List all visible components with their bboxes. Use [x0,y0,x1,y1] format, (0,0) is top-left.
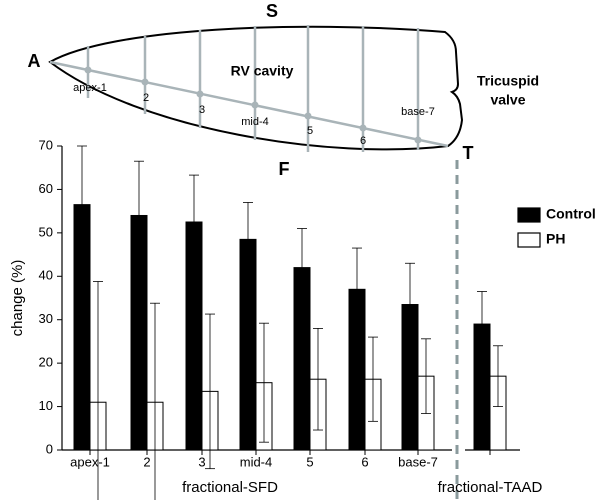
legend-label: Control [546,206,596,222]
segment-label: 2 [143,92,149,104]
cavity-outline [48,25,464,151]
y-tick-label: 60 [39,181,53,196]
y-tick-label: 70 [39,137,53,152]
segment-label: base-7 [401,106,435,118]
valve-label: valve [490,92,525,108]
y-tick-label: 20 [39,355,53,370]
segment-label: 6 [360,135,366,147]
x-tick-label: 2 [143,454,150,469]
label-t: T [463,143,474,163]
segment-label: apex-1 [73,82,107,94]
group-label: fractional-SFD [182,479,278,496]
label-s: S [266,1,278,21]
x-tick-label: fractional-TAAD [438,479,543,496]
y-tick-label: 40 [39,268,53,283]
segment-label: 5 [307,125,313,137]
y-tick-label: 10 [39,398,53,413]
y-tick-label: 30 [39,311,53,326]
y-tick-label: 50 [39,224,53,239]
x-tick-label: 5 [306,454,313,469]
valve-label: Tricuspid [477,73,539,89]
segment-label: mid-4 [241,116,269,128]
rv-diagram: S A F T RV cavity Tricuspid valve apex-1… [28,1,540,179]
y-tick-label: 0 [46,441,53,456]
x-tick-label: 3 [198,454,205,469]
legend-swatch [517,207,541,223]
y-axis-label: change (%) [9,260,26,337]
cavity-label: RV cavity [231,63,294,79]
legend-label: PH [546,231,565,247]
x-tick-label: apex-1 [70,454,110,469]
segment-lines [49,25,449,152]
x-tick-label: base-7 [398,454,438,469]
segment-label: 3 [199,104,205,116]
label-a: A [28,51,41,71]
legend-swatch [517,232,541,248]
x-tick-label: 6 [361,454,368,469]
label-f: F [279,159,290,179]
x-tick-label: mid-4 [240,454,273,469]
